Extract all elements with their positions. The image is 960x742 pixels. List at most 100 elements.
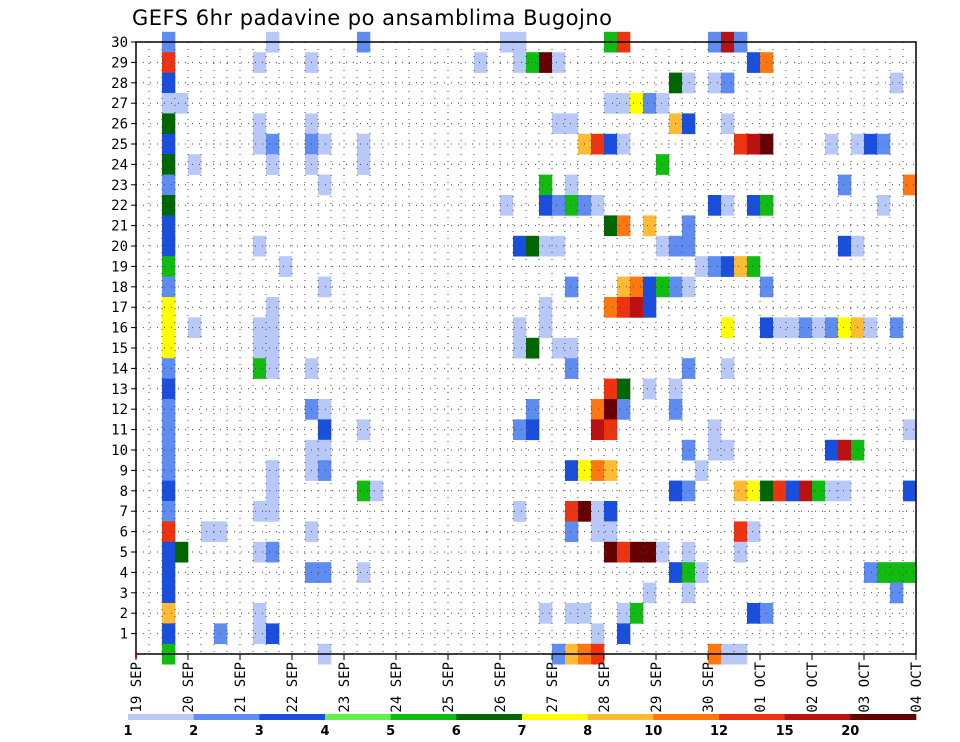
y-tick-label: 23 (111, 178, 128, 194)
precip-cell (539, 297, 553, 318)
precip-cell (812, 480, 826, 502)
x-tick-label: 26 SEP (493, 662, 509, 713)
precip-cell (162, 623, 176, 645)
precip-cell (552, 52, 566, 73)
precip-cell (162, 480, 176, 502)
precip-cell (643, 276, 657, 298)
precip-cell (253, 337, 267, 359)
precip-cell (201, 521, 215, 543)
precip-cell (682, 235, 696, 257)
precip-cell (617, 603, 631, 624)
precip-cell (604, 501, 618, 522)
precip-cell (682, 582, 696, 604)
precip-cell (591, 399, 605, 420)
precip-cell (708, 72, 722, 94)
chart-title: GEFS 6hr padavine po ansamblima Bugojno (132, 6, 613, 30)
precip-cell (643, 215, 657, 237)
y-tick-label: 14 (111, 361, 128, 377)
precip-cell (266, 480, 280, 502)
precip-cell (617, 215, 631, 237)
colorbar-label: 3 (255, 724, 264, 739)
precip-cell (565, 460, 579, 481)
y-tick-label: 19 (111, 259, 128, 275)
precip-cell (682, 72, 696, 94)
y-tick-label: 6 (120, 525, 128, 541)
precip-cell (721, 195, 735, 216)
y-tick-label: 22 (111, 198, 128, 214)
precip-cell (864, 562, 878, 583)
precip-cell (539, 52, 553, 73)
y-tick-label: 26 (111, 117, 128, 133)
y-tick-label: 17 (111, 300, 128, 316)
precip-cell (318, 439, 332, 461)
precip-cell (539, 603, 553, 624)
x-tick-label: 29 SEP (649, 662, 665, 713)
x-tick-label: 23 SEP (337, 662, 353, 713)
precip-cell (162, 501, 176, 522)
precip-cell (708, 439, 722, 461)
precip-cell (643, 582, 657, 604)
precip-cell (162, 72, 176, 94)
precip-cell (903, 562, 917, 583)
precip-cell (162, 603, 176, 624)
precip-cell (253, 317, 267, 339)
precip-cell (162, 378, 176, 400)
precip-cell (721, 358, 735, 379)
precip-cell (253, 113, 267, 135)
precip-cell (682, 480, 696, 502)
precip-cell (539, 195, 553, 216)
precip-cell (266, 317, 280, 339)
colorbar-swatch (456, 714, 523, 720)
precip-cell (825, 439, 839, 461)
precip-cell (734, 541, 748, 563)
precip-cell (747, 195, 761, 216)
colorbar-label: 20 (841, 724, 859, 739)
precip-cell (630, 603, 644, 624)
precip-cell (162, 195, 176, 216)
precip-cell (773, 317, 787, 339)
precip-cell (799, 480, 813, 502)
precip-cell (734, 521, 748, 543)
x-tick-label: 28 SEP (597, 662, 613, 713)
precip-cell (318, 174, 332, 196)
precip-cell (708, 195, 722, 216)
precip-cell (253, 235, 267, 257)
precip-cell (630, 276, 644, 298)
precip-cell (526, 235, 540, 257)
precip-cell (357, 154, 371, 175)
precip-cell (604, 460, 618, 481)
precip-cell (253, 501, 267, 522)
precip-cell (552, 113, 566, 135)
colorbar-swatch (784, 714, 851, 720)
precip-cell (877, 562, 891, 583)
precip-cell (630, 93, 644, 114)
precip-cell (279, 256, 293, 277)
precip-cell (747, 521, 761, 543)
precip-cell (162, 521, 176, 543)
precip-cell (903, 419, 917, 441)
y-tick-label: 13 (111, 382, 128, 398)
precip-cell (526, 337, 540, 359)
precip-cell (253, 623, 267, 645)
precip-cell (838, 317, 852, 339)
precip-cell (318, 562, 332, 583)
precip-cell (604, 215, 618, 237)
precip-cell (617, 623, 631, 645)
precip-cell (604, 133, 618, 155)
precip-cell (357, 480, 371, 502)
y-tick-label: 18 (111, 280, 128, 296)
precip-cell (812, 317, 826, 339)
precip-cell (643, 541, 657, 563)
colorbar-label: 10 (644, 724, 662, 739)
precip-cell (565, 113, 579, 135)
precip-cell (162, 399, 176, 420)
x-tick-label: 27 SEP (545, 662, 561, 713)
precip-cell (721, 72, 735, 94)
precip-cell (318, 133, 332, 155)
precip-cell (747, 480, 761, 502)
precip-cell (266, 460, 280, 481)
precip-cell (747, 603, 761, 624)
precip-cell (565, 337, 579, 359)
precip-cell (682, 562, 696, 583)
